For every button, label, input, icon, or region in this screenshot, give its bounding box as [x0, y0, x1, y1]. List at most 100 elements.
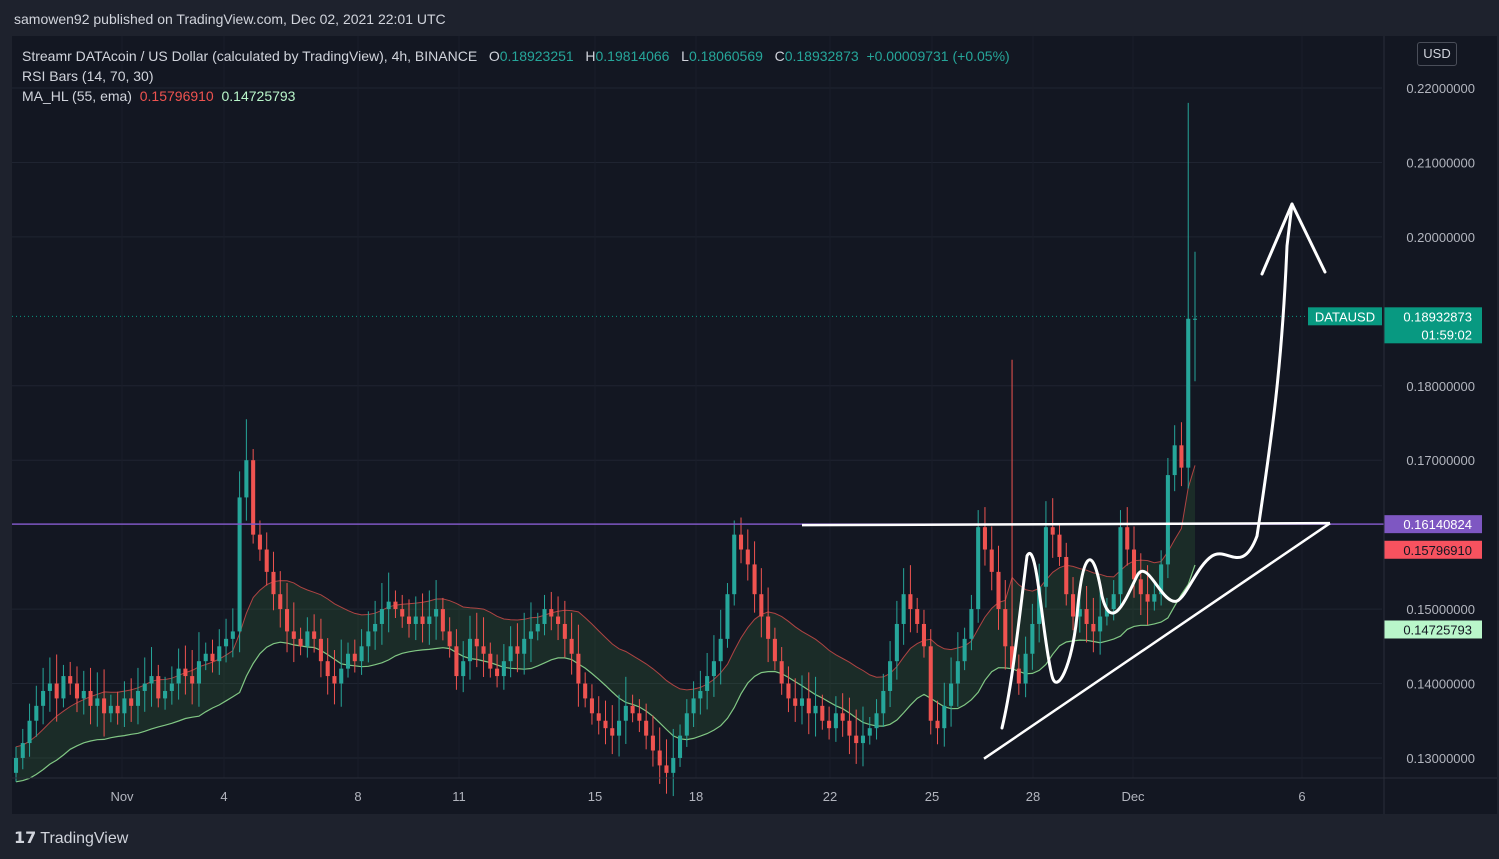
candle-body	[549, 609, 554, 617]
candle-body	[196, 661, 201, 684]
currency-button[interactable]: USD	[1417, 42, 1457, 66]
candle-body	[447, 631, 452, 647]
x-tick-label: 11	[452, 789, 466, 804]
y-tick-label: 0.14000000	[1406, 677, 1475, 692]
candle-body	[359, 646, 364, 662]
candle-body	[41, 690, 46, 706]
candle-body	[908, 594, 913, 610]
candle-body	[386, 601, 391, 610]
candle-body	[413, 616, 418, 624]
candle-body	[623, 705, 628, 721]
symbol-tag-text: DATAUSD	[1315, 309, 1375, 324]
candle-body	[786, 683, 791, 699]
candle-body	[1030, 623, 1035, 654]
candle-body	[935, 720, 940, 729]
chart-area[interactable]: 0.16140824 0.15796910 0.14725793 0.18932873…	[12, 36, 1497, 814]
candle-body	[949, 683, 954, 706]
candle-body	[894, 623, 899, 662]
candle-body	[772, 638, 777, 662]
candle-body	[102, 698, 107, 714]
candle-body	[569, 638, 574, 654]
candle-body	[47, 683, 52, 691]
candle-body	[95, 698, 100, 706]
publisher-text: samowen92 published on TradingView.com, …	[14, 11, 446, 27]
candle-body	[149, 676, 154, 684]
candle-body	[332, 676, 337, 684]
tradingview-logo[interactable]: 17 TradingView	[14, 828, 128, 848]
candle-body	[881, 690, 886, 714]
legend-symbol-row: Streamr DATAcoin / US Dollar (calculated…	[22, 46, 1010, 66]
close-value: 0.18932873	[784, 48, 859, 64]
candle-body	[1172, 445, 1177, 476]
price-chart[interactable]: 0.16140824 0.15796910 0.14725793 0.18932873…	[12, 36, 1497, 814]
chart-legend: Streamr DATAcoin / US Dollar (calculated…	[22, 46, 1010, 106]
y-tick-label: 0.17000000	[1406, 453, 1475, 468]
candle-body	[244, 460, 249, 498]
legend-rsi-row: RSI Bars (14, 70, 30)	[22, 66, 1010, 86]
candle-body	[88, 690, 93, 706]
ma-low-price-tag-text: 0.14725793	[1403, 622, 1472, 637]
candle-body	[982, 527, 987, 550]
candle-body	[34, 705, 39, 721]
candle-body	[115, 705, 120, 714]
ma-indicator-label[interactable]: MA_HL (55, ema)	[22, 88, 132, 104]
candle-body	[420, 616, 425, 624]
candle-body	[285, 609, 290, 632]
rsi-indicator-label[interactable]: RSI Bars (14, 70, 30)	[22, 68, 154, 84]
candle-body	[678, 735, 683, 758]
change-value: +0.00009731 (+0.05%)	[866, 48, 1010, 64]
ma-low-value: 0.14725793	[221, 88, 296, 104]
candle-body	[74, 683, 80, 699]
candle-body	[379, 609, 384, 624]
open-value: 0.18923251	[499, 48, 574, 64]
legend-ma-row: MA_HL (55, ema) 0.15796910 0.14725793	[22, 86, 1010, 106]
candle-body	[522, 638, 527, 654]
ma-high-value: 0.15796910	[139, 88, 214, 104]
candle-body	[163, 690, 168, 699]
candle-body	[650, 735, 655, 751]
candle-body	[1084, 609, 1089, 624]
candle-body	[1071, 594, 1076, 617]
candle-body	[1192, 318, 1198, 320]
candle-body	[440, 609, 445, 632]
publisher-bar: samowen92 published on TradingView.com, …	[0, 0, 1499, 36]
candle-body	[745, 549, 750, 565]
x-tick-label: 6	[1298, 789, 1305, 804]
high-value: 0.19814066	[595, 48, 670, 64]
candle-body	[142, 683, 147, 691]
candle-body	[81, 690, 86, 699]
candle-body	[637, 713, 642, 721]
candle-body	[224, 638, 229, 647]
candle-body	[135, 690, 140, 706]
candle-body	[1125, 527, 1130, 550]
candle-body	[860, 735, 866, 744]
candle-body	[1159, 564, 1164, 595]
candle-body	[596, 713, 601, 721]
candle-body	[528, 631, 533, 639]
x-tick-label: 18	[689, 789, 703, 804]
candle-body	[1186, 318, 1191, 468]
candle-body	[1118, 527, 1123, 595]
candle-body	[962, 638, 967, 662]
candle-body	[684, 713, 689, 736]
close-label: C	[774, 48, 785, 64]
candle-body	[1043, 527, 1048, 587]
ma-low-price-tag-bg	[1384, 620, 1482, 639]
footer: 17 TradingView	[0, 814, 1499, 859]
candle-body	[318, 638, 323, 662]
candle-body	[664, 765, 669, 773]
candle-body	[183, 668, 188, 677]
x-tick-label: 22	[823, 789, 837, 804]
projected-arrow-head	[1260, 202, 1327, 276]
x-tick-label: 8	[354, 789, 361, 804]
candle-body	[515, 646, 520, 654]
last-price-tag-text: 0.18932873	[1403, 309, 1472, 324]
candle-body	[339, 668, 344, 684]
candle-body	[1077, 609, 1082, 617]
open-label: O	[488, 48, 500, 64]
candle-body	[711, 661, 716, 677]
x-tick-label: Nov	[110, 789, 134, 804]
candle-body	[176, 668, 181, 684]
candle-body	[738, 534, 744, 550]
last-price-tag-bg	[1384, 307, 1482, 344]
